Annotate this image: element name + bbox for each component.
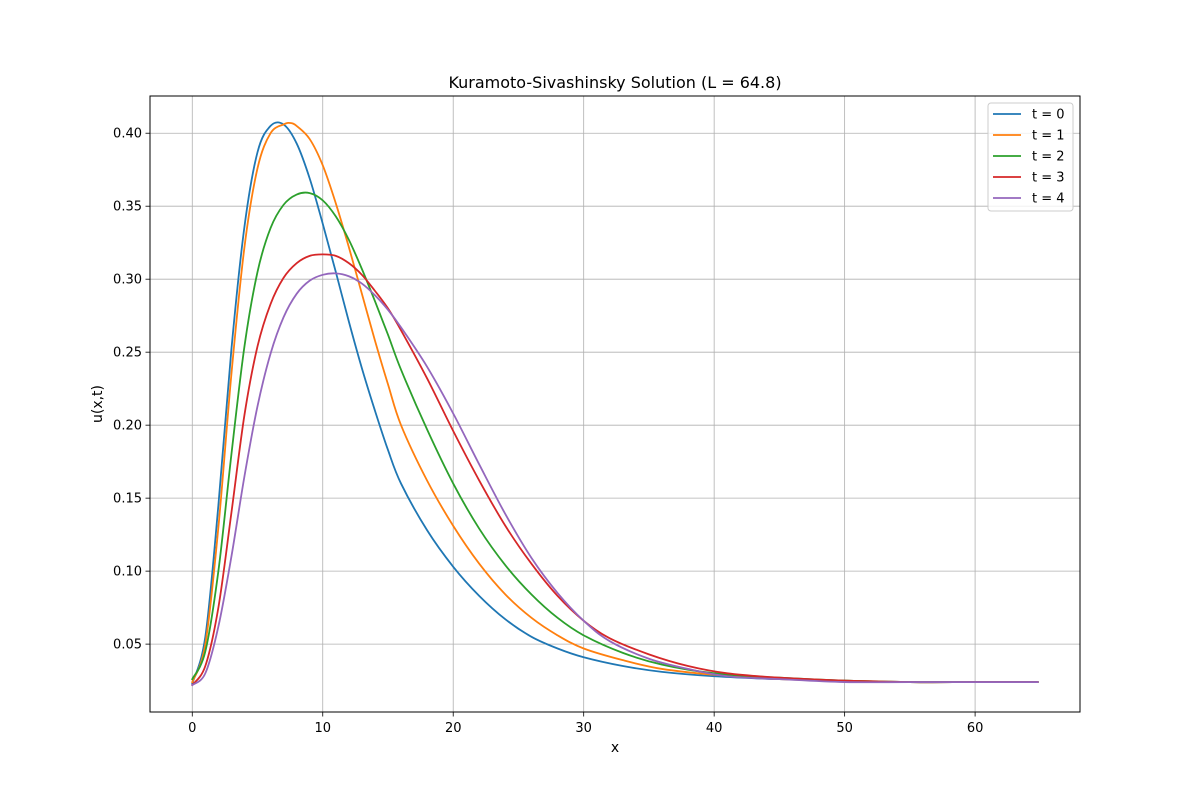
y-tick-label: 0.15: [113, 492, 142, 507]
y-tick-label: 0.25: [113, 346, 142, 361]
y-tick-label: 0.20: [113, 419, 142, 434]
x-tick-label: 20: [445, 721, 462, 736]
series-line-2: [191, 191, 1039, 684]
y-tick-label: 0.10: [113, 565, 142, 580]
x-tick-label: 50: [836, 721, 853, 736]
y-tick-label: 0.35: [113, 200, 142, 215]
x-tick-label: 30: [575, 721, 592, 736]
legend-label-1: t = 1: [1032, 129, 1065, 144]
series-line-1: [191, 121, 1039, 684]
legend-box: [987, 102, 1074, 212]
series-line-3: [191, 253, 1039, 687]
x-axis-ticks: 0 10 20 30 40 50 60: [188, 712, 983, 736]
chart-title: Kuramoto-Sivashinsky Solution (L = 64.8): [448, 73, 781, 92]
plot-frame: [149, 95, 1081, 713]
series-line-4: [190, 272, 1039, 687]
y-axis-ticks: 0.05 0.10 0.15 0.20 0.25 0.30 0.35 0.40: [113, 127, 150, 653]
legend: t = 0 t = 1 t = 2 t = 3 t = 4: [987, 102, 1074, 212]
legend-label-0: t = 0: [1032, 108, 1065, 123]
plot-series: [190, 121, 1039, 687]
series-line-0: [191, 121, 1039, 685]
x-tick-label: 0: [188, 721, 196, 736]
legend-label-3: t = 3: [1032, 171, 1065, 186]
y-tick-label: 0.40: [113, 127, 142, 142]
y-tick-label: 0.30: [113, 273, 142, 288]
x-tick-label: 10: [314, 721, 331, 736]
legend-label-4: t = 4: [1032, 192, 1065, 207]
legend-label-2: t = 2: [1032, 150, 1065, 165]
x-tick-label: 40: [706, 721, 723, 736]
y-axis-label: u(x,t): [90, 385, 106, 423]
y-tick-label: 0.05: [113, 638, 142, 653]
grid-lines: [150, 96, 1080, 712]
x-tick-label: 60: [967, 721, 984, 736]
x-axis-label: x: [611, 740, 619, 756]
